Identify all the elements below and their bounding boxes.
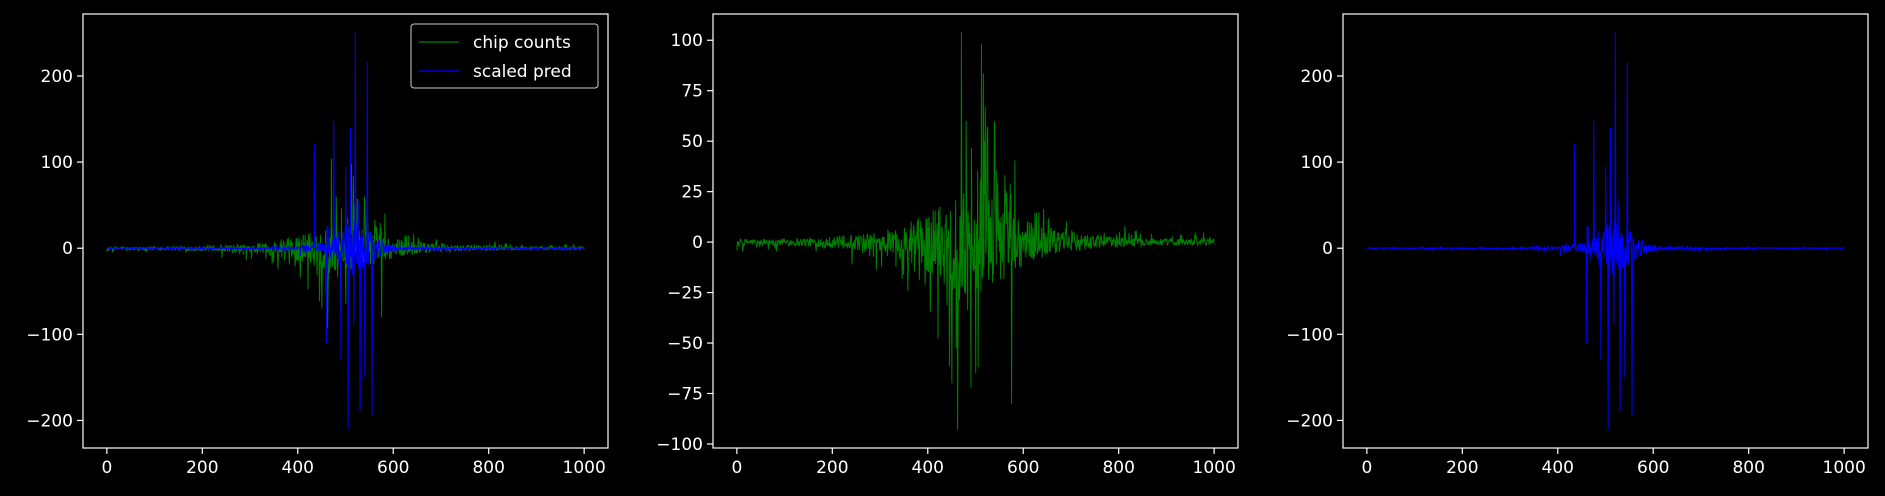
left-panel: 0 200 400 600 800 1000 −200 −100 0 100 200 chip cou… xyxy=(26,13,609,478)
legend-label: chip counts xyxy=(473,33,571,53)
y-tick-label: −100 xyxy=(656,435,703,455)
y-tick-label: −100 xyxy=(1286,325,1333,345)
series-line-scaled-pred xyxy=(1366,32,1845,430)
y-tick-label: 25 xyxy=(681,183,703,203)
y-tick-label: 0 xyxy=(692,233,703,253)
legend: chip counts scaled pred xyxy=(410,23,599,89)
x-tick-label: 600 xyxy=(1637,458,1669,478)
x-tick-label: 800 xyxy=(1102,458,1134,478)
axes-frame xyxy=(712,13,1239,449)
right-panel: 0 200 400 600 800 1000 −200 −100 0 100 200 xyxy=(1286,13,1869,478)
x-tick-label: 0 xyxy=(731,458,742,478)
x-tick-label: 600 xyxy=(1007,458,1039,478)
y-tick-label: 200 xyxy=(41,67,73,87)
y-tick-label: 100 xyxy=(671,31,703,51)
x-tick-label: 200 xyxy=(1446,458,1478,478)
y-tick-label: −200 xyxy=(1286,411,1333,431)
x-tick-label: 600 xyxy=(377,458,409,478)
x-tick-label: 400 xyxy=(282,458,314,478)
x-tick-label: 400 xyxy=(912,458,944,478)
x-tick-label: 1000 xyxy=(563,458,606,478)
x-tick-label: 200 xyxy=(186,458,218,478)
legend-label: scaled pred xyxy=(473,62,572,82)
y-tick-label: 100 xyxy=(41,153,73,173)
legend-box xyxy=(410,23,599,89)
x-tick-label: 0 xyxy=(1361,458,1372,478)
y-tick-label: −50 xyxy=(667,334,703,354)
series-line-chip-counts xyxy=(736,32,1215,430)
x-tick-label: 200 xyxy=(816,458,848,478)
axes-frame xyxy=(82,13,609,449)
y-tick-label: 100 xyxy=(1301,153,1333,173)
y-tick-label: −25 xyxy=(667,284,703,304)
x-tick-label: 400 xyxy=(1542,458,1574,478)
x-tick-label: 1000 xyxy=(1823,458,1866,478)
axes-frame xyxy=(1342,13,1869,449)
x-tick-label: 800 xyxy=(1732,458,1764,478)
y-tick-label: −75 xyxy=(667,384,703,404)
y-tick-label: −200 xyxy=(26,411,73,431)
series-line-scaled-pred xyxy=(106,32,585,430)
x-tick-label: 800 xyxy=(472,458,504,478)
y-tick-label: 50 xyxy=(681,132,703,152)
x-tick-label: 0 xyxy=(101,458,112,478)
y-tick-label: −100 xyxy=(26,325,73,345)
y-tick-label: 200 xyxy=(1301,67,1333,87)
y-tick-label: 75 xyxy=(681,82,703,102)
y-tick-label: 0 xyxy=(1322,239,1333,259)
y-tick-label: 0 xyxy=(62,239,73,259)
middle-panel: 0 200 400 600 800 1000 −100 −75 −50 −25 0 25 50 75 100 xyxy=(656,13,1239,478)
x-tick-label: 1000 xyxy=(1193,458,1236,478)
